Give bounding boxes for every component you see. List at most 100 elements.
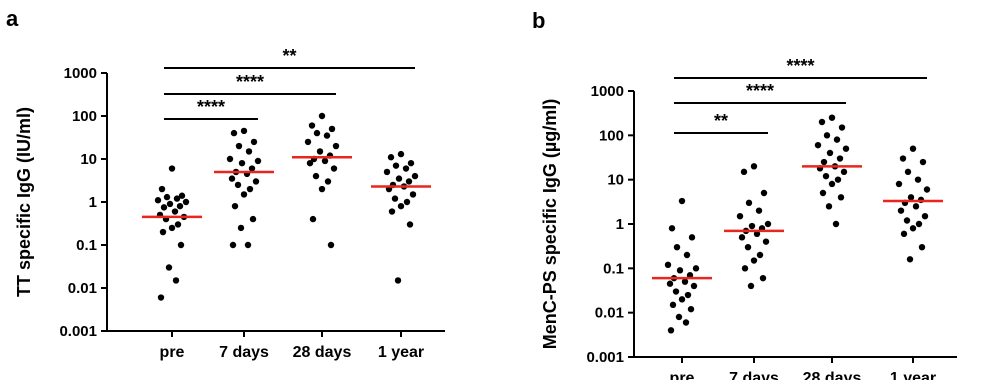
data-point <box>248 165 256 172</box>
data-point <box>760 189 768 197</box>
data-point <box>254 157 262 165</box>
data-point <box>690 282 698 290</box>
data-point <box>406 221 414 228</box>
data-point <box>159 228 167 236</box>
data-point <box>394 277 402 284</box>
data-point <box>823 132 831 139</box>
x-tick-label: pre <box>160 344 185 361</box>
data-point <box>163 193 171 201</box>
data-point <box>306 159 314 167</box>
significance-label: **** <box>786 56 814 76</box>
data-point <box>405 178 413 185</box>
y-tick-label: 0.1 <box>603 260 624 277</box>
data-point <box>836 155 844 162</box>
data-point <box>403 198 411 206</box>
data-point <box>309 215 317 223</box>
data-point <box>240 191 248 198</box>
data-point <box>897 207 905 214</box>
data-point <box>392 162 400 169</box>
x-tick-label: 28 days <box>293 344 352 361</box>
data-point <box>308 122 316 129</box>
data-point <box>834 176 842 183</box>
y-tick-label: 10 <box>607 172 624 189</box>
significance-label: ** <box>282 46 296 66</box>
data-point <box>328 125 336 133</box>
data-point <box>822 172 830 180</box>
data-point <box>669 301 677 309</box>
data-point <box>249 215 257 223</box>
data-point <box>330 165 338 172</box>
data-point <box>667 327 675 334</box>
data-point <box>176 202 184 210</box>
data-point <box>171 208 179 215</box>
data-point <box>676 267 684 274</box>
data-point <box>818 118 826 126</box>
data-point <box>237 224 245 232</box>
y-tick-label: 1000 <box>591 83 624 100</box>
data-point <box>173 195 181 202</box>
data-point <box>838 124 846 131</box>
data-point <box>753 230 761 238</box>
data-point <box>244 241 252 249</box>
data-point <box>833 136 841 143</box>
x-tick-label: pre <box>670 370 695 380</box>
data-point <box>819 189 827 197</box>
data-point <box>912 203 920 210</box>
data-point <box>166 200 174 208</box>
y-tick-label: 1000 <box>64 65 97 82</box>
data-point <box>900 230 908 238</box>
y-tick-label: 0.01 <box>68 280 97 297</box>
data-point <box>226 155 234 163</box>
data-point <box>250 138 258 146</box>
data-point <box>826 149 834 157</box>
data-point <box>182 198 190 206</box>
data-point <box>921 212 929 220</box>
data-point <box>664 261 672 269</box>
y-tick-label: 100 <box>599 127 624 144</box>
data-point <box>832 220 840 228</box>
data-point <box>234 181 242 189</box>
data-point <box>820 158 828 166</box>
data-point <box>686 272 694 279</box>
data-point <box>240 127 248 135</box>
data-point <box>675 313 683 321</box>
data-point <box>174 221 182 228</box>
data-point <box>840 168 848 176</box>
data-point <box>231 202 239 210</box>
data-point <box>738 234 746 241</box>
data-point <box>388 208 396 215</box>
data-point <box>750 163 758 170</box>
x-tick-label: 28 days <box>803 370 862 380</box>
data-point <box>842 145 850 152</box>
data-point <box>687 305 695 313</box>
data-point <box>321 157 329 165</box>
x-tick-label: 1 year <box>378 344 424 361</box>
data-point <box>909 145 917 152</box>
y-axis-label: TT specific IgG (IU/ml) <box>14 107 34 297</box>
data-point <box>172 277 180 284</box>
data-point <box>409 191 417 198</box>
data-point <box>246 185 254 193</box>
data-point <box>411 172 419 180</box>
data-point <box>909 225 917 232</box>
data-point <box>324 178 332 185</box>
data-point <box>748 222 756 230</box>
data-point <box>837 194 845 201</box>
y-tick-label: 0.001 <box>59 323 97 340</box>
data-point <box>230 129 238 137</box>
data-point <box>759 274 767 282</box>
data-point <box>397 202 405 210</box>
data-point <box>402 165 410 172</box>
data-point <box>828 114 836 121</box>
y-tick-label: 0.01 <box>595 305 624 322</box>
data-point <box>245 148 253 155</box>
data-point <box>397 150 405 158</box>
x-tick-label: 1 year <box>890 370 936 380</box>
panel-a: a TT specific IgG (IU/ml) 0.001 0.01 0.1 1 10 1… <box>6 6 445 361</box>
y-tick-label: 1 <box>616 216 624 233</box>
x-tick-label: 7 days <box>219 344 269 361</box>
data-point <box>684 291 692 299</box>
data-point <box>740 168 748 176</box>
data-point <box>919 158 927 166</box>
y-tick-label: 0.1 <box>76 237 97 254</box>
